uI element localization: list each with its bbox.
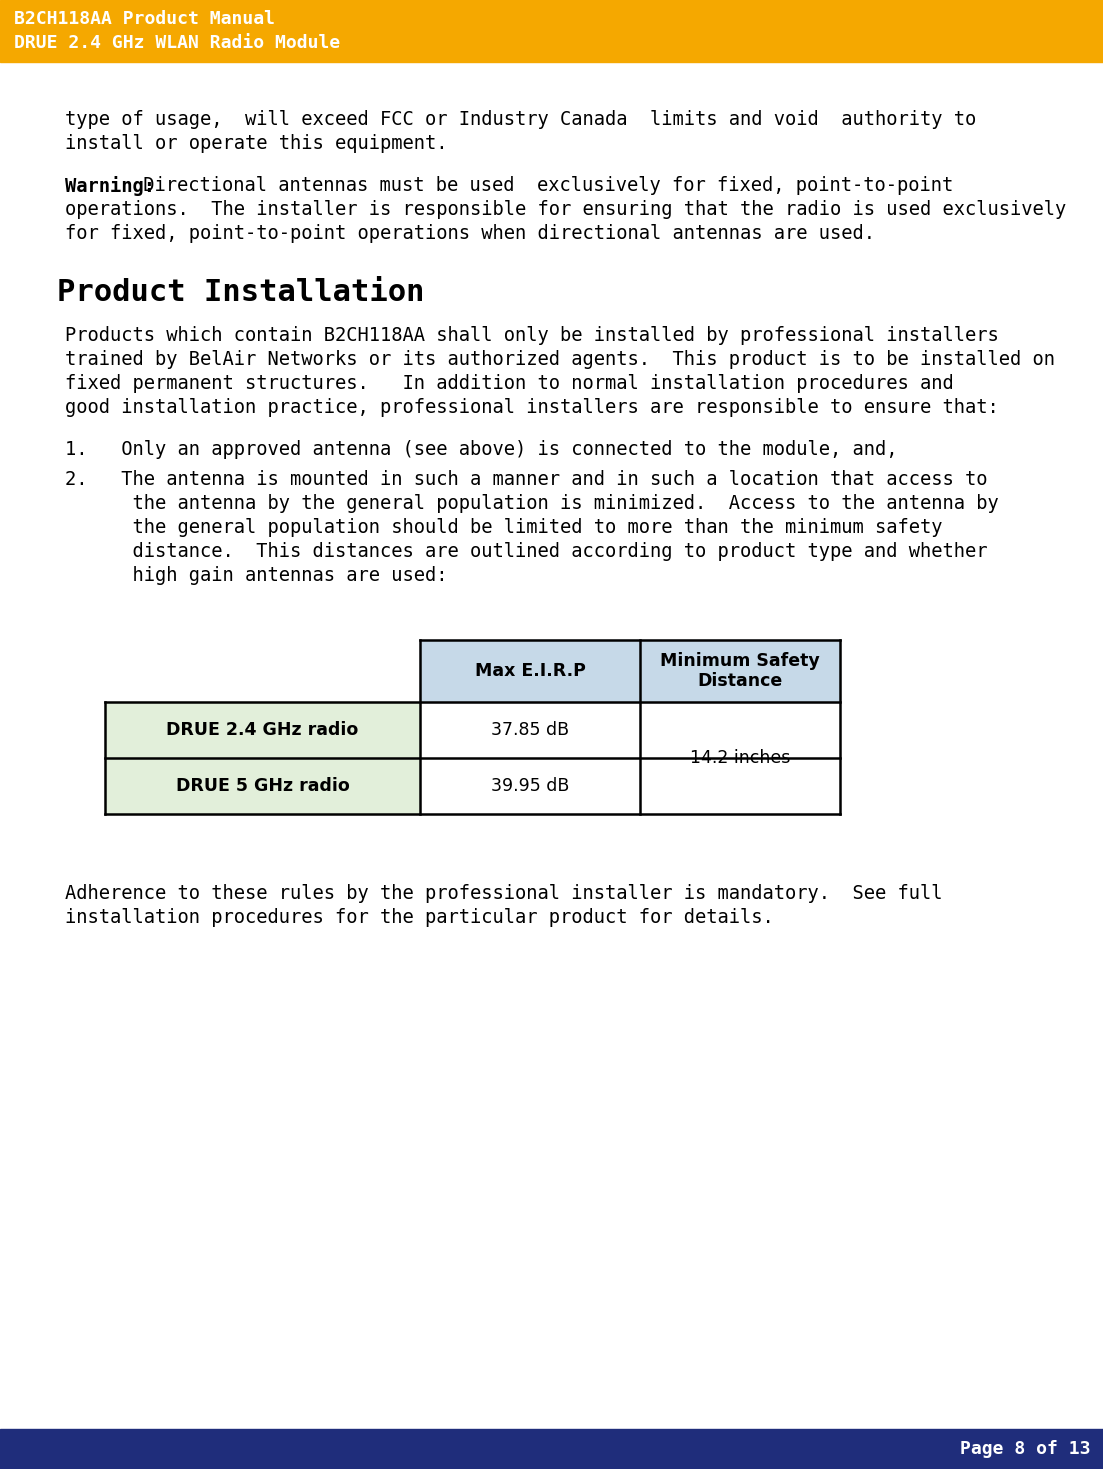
- Text: Product Installation: Product Installation: [57, 278, 425, 307]
- Text: Minimum Safety
Distance: Minimum Safety Distance: [660, 652, 820, 690]
- Text: distance.  This distances are outlined according to product type and whether: distance. This distances are outlined ac…: [65, 542, 987, 561]
- Text: the general population should be limited to more than the minimum safety: the general population should be limited…: [65, 519, 942, 538]
- Text: for fixed, point-to-point operations when directional antennas are used.: for fixed, point-to-point operations whe…: [65, 223, 875, 242]
- Bar: [420, 640, 640, 702]
- Text: DRUE 2.4 GHz WLAN Radio Module: DRUE 2.4 GHz WLAN Radio Module: [14, 34, 340, 51]
- Text: 2.   The antenna is mounted in such a manner and in such a location that access : 2. The antenna is mounted in such a mann…: [65, 470, 987, 489]
- Text: 39.95 dB: 39.95 dB: [491, 777, 569, 795]
- Text: trained by BelAir Networks or its authorized agents.  This product is to be inst: trained by BelAir Networks or its author…: [65, 350, 1054, 369]
- Text: install or operate this equipment.: install or operate this equipment.: [65, 134, 448, 153]
- Bar: [0, 0, 1103, 62]
- Text: Max E.I.R.P: Max E.I.R.P: [474, 663, 586, 680]
- Text: the antenna by the general population is minimized.  Access to the antenna by: the antenna by the general population is…: [65, 494, 998, 513]
- Text: B2CH118AA Product Manual: B2CH118AA Product Manual: [14, 10, 275, 28]
- Text: DRUE 5 GHz radio: DRUE 5 GHz radio: [175, 777, 350, 795]
- Text: Warning:: Warning:: [65, 176, 156, 195]
- Text: high gain antennas are used:: high gain antennas are used:: [65, 566, 448, 585]
- Text: good installation practice, professional installers are responsible to ensure th: good installation practice, professional…: [65, 398, 998, 417]
- Text: 1.   Only an approved antenna (see above) is connected to the module, and,: 1. Only an approved antenna (see above) …: [65, 441, 898, 458]
- Bar: [0, 1429, 1103, 1469]
- Text: installation procedures for the particular product for details.: installation procedures for the particul…: [65, 908, 773, 927]
- Text: Products which contain B2CH118AA shall only be installed by professional install: Products which contain B2CH118AA shall o…: [65, 326, 998, 345]
- Text: type of usage,  will exceed FCC or Industry Canada  limits and void  authority t: type of usage, will exceed FCC or Indust…: [65, 110, 976, 129]
- Text: DRUE 2.4 GHz radio: DRUE 2.4 GHz radio: [167, 721, 358, 739]
- Bar: [105, 758, 420, 814]
- Text: 37.85 dB: 37.85 dB: [491, 721, 569, 739]
- Text: 14.2 inches: 14.2 inches: [689, 749, 790, 767]
- Text: fixed permanent structures.   In addition to normal installation procedures and: fixed permanent structures. In addition …: [65, 375, 954, 394]
- Bar: [640, 640, 840, 702]
- Text: Page 8 of 13: Page 8 of 13: [960, 1440, 1090, 1459]
- Bar: [105, 702, 420, 758]
- Text: Directional antennas must be used  exclusively for fixed, point-to-point: Directional antennas must be used exclus…: [132, 176, 953, 195]
- Text: operations.  The installer is responsible for ensuring that the radio is used ex: operations. The installer is responsible…: [65, 200, 1067, 219]
- Text: Adherence to these rules by the professional installer is mandatory.  See full: Adherence to these rules by the professi…: [65, 884, 942, 903]
